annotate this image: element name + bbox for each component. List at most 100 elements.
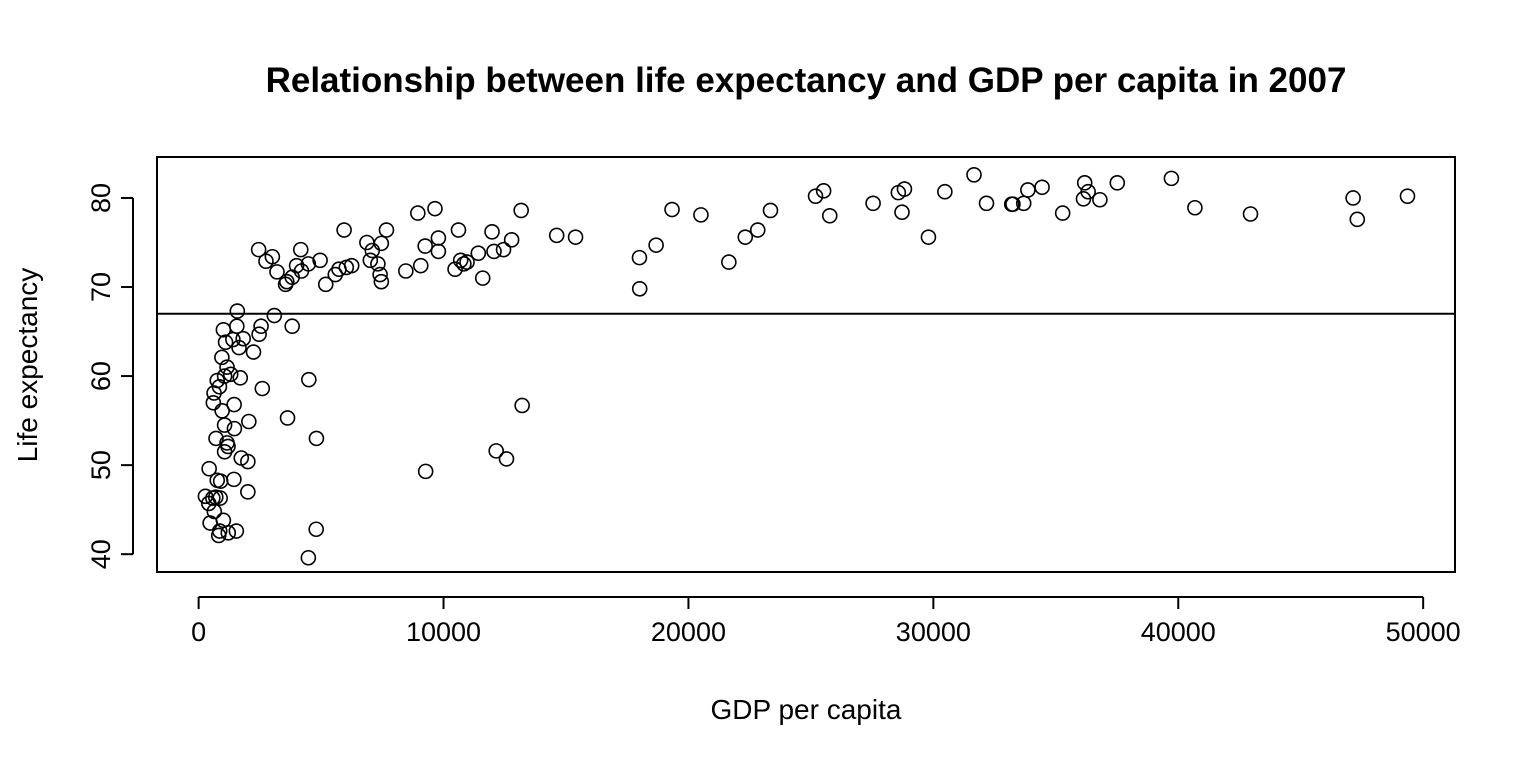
data-point <box>412 257 429 274</box>
y-tick-label: 80 <box>86 183 116 213</box>
data-point <box>807 188 824 204</box>
data-point <box>430 243 447 260</box>
data-point <box>278 273 295 290</box>
data-point <box>211 523 228 539</box>
data-point <box>1034 179 1050 196</box>
data-point <box>474 270 491 286</box>
data-point <box>548 227 565 244</box>
data-point <box>721 254 737 270</box>
data-point <box>250 241 267 258</box>
data-point <box>648 237 664 253</box>
data-point <box>1242 206 1259 222</box>
x-tick-label: 10000 <box>406 617 481 647</box>
data-point <box>312 252 328 269</box>
data-point <box>937 183 953 200</box>
data-point <box>417 463 434 480</box>
data-point <box>343 257 360 274</box>
plot-frame <box>156 156 1456 573</box>
data-point <box>208 430 224 447</box>
data-point <box>232 370 249 386</box>
data-point <box>966 167 982 183</box>
x-tick-label: 50000 <box>1386 617 1461 647</box>
data-point <box>498 451 515 467</box>
x-tick-label: 30000 <box>896 617 971 647</box>
data-point <box>631 249 648 266</box>
data-point <box>220 438 236 455</box>
data-point <box>240 453 256 470</box>
data-point <box>284 318 300 335</box>
data-point <box>450 222 467 238</box>
data-point <box>219 359 235 375</box>
data-point <box>229 318 245 335</box>
data-point <box>1054 205 1071 221</box>
data-point <box>292 241 309 258</box>
data-point <box>226 471 242 488</box>
data-point <box>269 264 285 280</box>
data-point <box>222 366 239 383</box>
data-point <box>266 307 283 324</box>
data-point <box>214 349 230 366</box>
data-point <box>503 232 520 248</box>
data-point <box>1109 175 1126 191</box>
y-tick-label: 60 <box>86 361 116 391</box>
data-point <box>226 396 242 413</box>
x-axis: 0 10000 20000 30000 40000 50000 <box>191 596 1461 647</box>
data-point <box>317 276 334 293</box>
data-point <box>484 224 500 240</box>
data-point <box>209 472 226 489</box>
data-point <box>241 413 257 430</box>
data-point <box>251 326 267 343</box>
data-point <box>220 525 237 541</box>
data-point <box>197 488 214 505</box>
data-point <box>664 201 680 218</box>
data-point <box>253 318 269 335</box>
data-point <box>254 380 271 397</box>
data-point <box>1399 188 1416 204</box>
data-point <box>410 205 426 221</box>
y-tick-label: 40 <box>86 539 116 569</box>
data-point <box>821 207 838 224</box>
data-point <box>1080 183 1096 200</box>
data-point <box>488 443 504 459</box>
y-tick-label: 50 <box>86 450 116 480</box>
x-tick-label: 0 <box>191 617 206 647</box>
data-point <box>362 252 379 269</box>
x-tick-label: 20000 <box>651 617 726 647</box>
data-point <box>1163 170 1180 187</box>
data-point <box>308 430 325 447</box>
data-point <box>631 281 648 297</box>
data-point <box>229 303 246 319</box>
data-point <box>398 263 414 279</box>
data-point <box>447 261 463 278</box>
data-point <box>378 222 395 238</box>
data-point <box>201 460 217 477</box>
data-point <box>279 410 296 426</box>
data-point <box>300 256 317 272</box>
data-point <box>456 256 472 272</box>
data-point <box>336 222 352 238</box>
data-point <box>212 490 228 506</box>
data-point <box>427 200 443 217</box>
data-point <box>459 254 475 270</box>
data-point <box>373 273 390 290</box>
data-point <box>308 521 324 538</box>
points-layer <box>197 167 1416 566</box>
data-point <box>470 245 487 261</box>
data-point <box>228 523 245 539</box>
data-point <box>1020 182 1036 198</box>
data-point <box>205 394 222 411</box>
data-point <box>1349 211 1366 228</box>
data-point <box>1076 175 1093 191</box>
data-point <box>567 229 584 245</box>
data-point <box>896 181 913 197</box>
data-point <box>217 334 234 351</box>
data-point <box>762 202 779 219</box>
data-point <box>1092 191 1108 208</box>
data-point <box>231 339 247 356</box>
data-point <box>288 257 305 274</box>
x-tick-label: 40000 <box>1141 617 1216 647</box>
data-point <box>1005 196 1021 212</box>
data-point <box>301 371 317 388</box>
data-point <box>430 230 447 246</box>
